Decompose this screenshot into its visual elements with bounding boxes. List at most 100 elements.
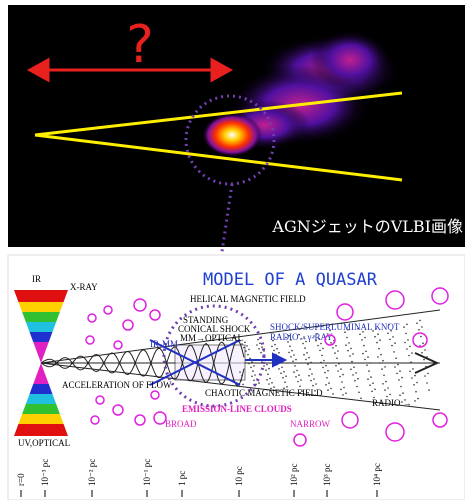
dot <box>353 366 355 368</box>
dot <box>282 377 284 379</box>
dot <box>293 371 295 373</box>
dot <box>276 348 278 350</box>
dot <box>261 346 263 348</box>
dot <box>247 354 249 356</box>
dot <box>336 358 338 360</box>
dot <box>399 395 401 397</box>
dot <box>371 391 373 393</box>
dot <box>343 387 345 389</box>
dot <box>263 365 265 367</box>
dot <box>271 382 273 384</box>
diagram-label: HELICAL MAGNETIC FIELD <box>190 294 306 304</box>
dot <box>418 329 420 331</box>
dot <box>421 326 423 328</box>
dot <box>278 368 280 370</box>
body: ? AGNジェットのVLBI画像 MODEL OF A QUASAR IR X-… <box>0 0 465 500</box>
diagram-label: CHAOTIC MAGNETIC FIELD <box>205 388 323 398</box>
dot <box>308 375 310 377</box>
dot <box>319 350 321 352</box>
dot <box>396 373 398 375</box>
dot <box>393 351 395 353</box>
dot <box>258 348 260 350</box>
dot <box>369 384 371 386</box>
dot <box>248 349 250 351</box>
dot <box>423 359 425 361</box>
diagram-label: NARROW <box>290 419 331 429</box>
dot <box>313 378 315 380</box>
diagram-label: UV,OPTICAL <box>18 438 70 448</box>
dot <box>385 381 387 383</box>
shape <box>310 30 390 90</box>
dot <box>327 370 329 372</box>
dot <box>243 347 245 349</box>
dot <box>322 348 324 350</box>
dot <box>239 371 241 373</box>
figure: ? AGNジェットのVLBI画像 MODEL OF A QUASAR IR X-… <box>0 0 465 500</box>
dot <box>364 337 366 339</box>
dot <box>285 375 287 377</box>
scale-label: 10⁻³ pc <box>40 459 50 486</box>
dot <box>378 348 380 350</box>
dot <box>339 376 341 378</box>
dot <box>355 372 357 374</box>
dot <box>253 365 255 367</box>
dot <box>295 376 297 378</box>
dot <box>335 365 337 367</box>
dot <box>409 346 411 348</box>
dot <box>383 375 385 377</box>
diagram-label: RADIO → <box>372 398 412 408</box>
dot <box>394 366 396 368</box>
dot <box>345 344 347 346</box>
dot <box>266 379 268 381</box>
dot <box>342 374 344 376</box>
dot <box>256 344 258 346</box>
dot <box>240 380 242 382</box>
dot <box>412 368 414 370</box>
dot <box>345 392 347 394</box>
dot <box>348 342 350 344</box>
dot <box>244 342 246 344</box>
scale-label: 1 pc <box>177 471 187 486</box>
dot <box>332 347 334 349</box>
dot <box>424 375 426 377</box>
dot <box>251 376 253 378</box>
dot <box>384 389 386 391</box>
dot <box>350 348 352 350</box>
dot <box>284 381 286 383</box>
dot <box>307 363 309 365</box>
dot <box>259 343 261 345</box>
dot <box>399 370 401 372</box>
dot <box>269 378 271 380</box>
dot <box>347 350 349 352</box>
dot <box>254 374 256 376</box>
dot <box>380 354 382 356</box>
dot <box>403 326 405 328</box>
dot <box>271 346 273 348</box>
shape <box>202 113 262 157</box>
dot <box>326 377 328 379</box>
scale-label: 10 pc <box>234 466 244 486</box>
dot <box>374 389 376 391</box>
dot <box>278 352 280 354</box>
shape <box>10 424 72 436</box>
page: {"top_image":{"question":"?","caption":"… <box>0 0 465 500</box>
dot <box>323 360 325 362</box>
dot <box>332 393 334 395</box>
dot <box>427 373 429 375</box>
scale-label: 10³ pc <box>322 464 332 486</box>
dot <box>337 370 339 372</box>
dot <box>251 361 253 363</box>
dot <box>369 362 371 364</box>
dot <box>304 347 306 349</box>
dot <box>367 378 369 380</box>
dot <box>401 377 403 379</box>
shape <box>10 290 72 302</box>
dot <box>311 373 313 375</box>
dot <box>293 354 295 356</box>
dot <box>292 361 294 363</box>
dot <box>379 362 381 364</box>
dot <box>352 374 354 376</box>
dot <box>387 387 389 389</box>
diagram-label: ACCELERATION OF FLOW <box>62 380 172 390</box>
dot <box>302 343 304 345</box>
